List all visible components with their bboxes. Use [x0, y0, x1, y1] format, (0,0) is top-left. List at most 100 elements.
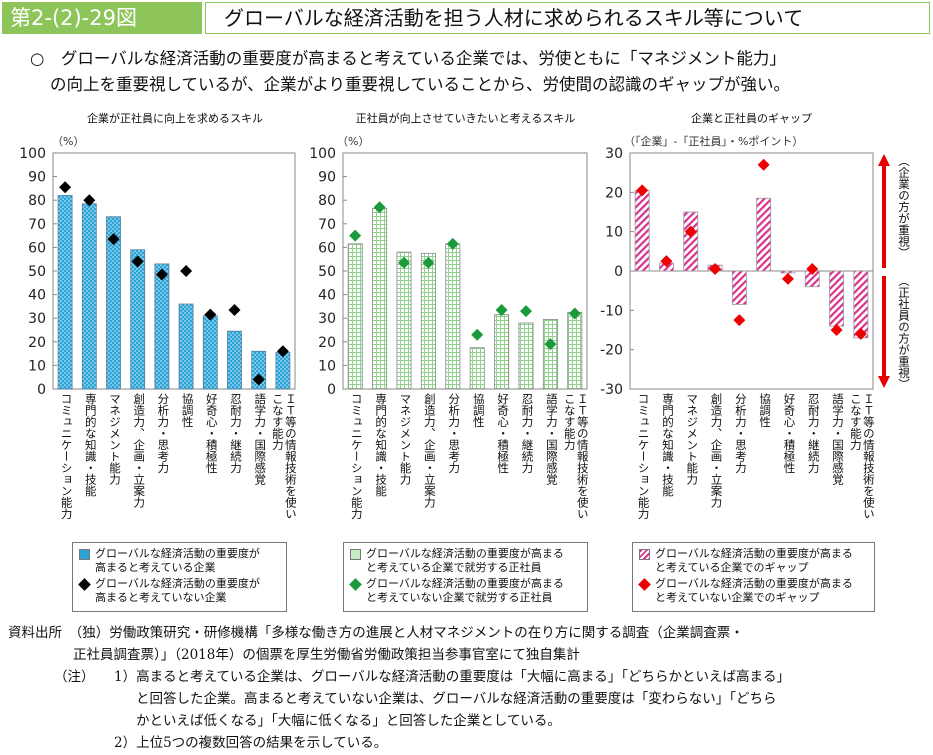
chart3-x-label: 好奇心・積極性 — [782, 393, 797, 474]
chart2-x-label: 創造力、企画・立案力 — [422, 393, 437, 508]
chart2-unit: （%） — [337, 135, 370, 148]
chart1-bar — [275, 352, 291, 390]
chart1-diamond-marker — [252, 373, 265, 386]
chart1-diamond-marker — [276, 345, 289, 358]
chart2-x-label: 好奇心・積極性 — [496, 393, 511, 474]
legend-item: グローバルな経済活動の重要度が高まる と考えている企業でのギャップ — [639, 547, 868, 575]
legend-swatch-blue-bar — [79, 549, 90, 560]
chart2-bar — [420, 252, 436, 390]
notes: （注） 1）高まると考えている企業は、グローバルな経済活動の重要度は「大幅に高ま… — [8, 666, 928, 754]
annotation-company-emphasis: （企業の方が重視） — [897, 155, 911, 259]
source-line-1: 資料出所 （独）労働政策研究・研修機構「多様な働き方の進展と人材マネジメントの在… — [8, 625, 744, 641]
chart1-x-label: 分析力・思考力 — [156, 393, 171, 474]
chart2-y-tick-label: 30 — [318, 311, 336, 327]
chart2-diamond-marker — [520, 305, 532, 318]
charts-canvas: 0102030405060708090100010203040506070809… — [19, 146, 890, 398]
chart2-diamond-marker — [373, 201, 386, 214]
chart2-y-tick-label: 0 — [327, 382, 336, 398]
chart3-diamond-marker — [636, 184, 649, 197]
chart1-diamond-marker — [59, 181, 72, 194]
chart1-bar — [154, 263, 170, 390]
chart2-bar — [469, 347, 485, 390]
chart1-y-tick-label: 50 — [28, 264, 46, 280]
chart1-diamond-marker — [180, 265, 193, 277]
chart2-x-label: 分析力・思考力 — [447, 393, 462, 474]
chart1-y-tick-label: 0 — [37, 382, 46, 398]
note-2: 2）上位5つの複数回答の結果を示している。 — [114, 735, 388, 751]
chart1-x-label: ＩＴ等の情報技術を使い こなす能力 — [270, 393, 298, 520]
chart2-bar — [372, 208, 388, 390]
chart1-y-tick-label: 10 — [28, 358, 46, 374]
chart3-diamond-marker — [854, 327, 867, 340]
legend-item: グローバルな経済活動の重要度が高まる と考えていない企業でのギャップ — [638, 577, 868, 605]
chart3-bar — [683, 211, 699, 272]
chart3-x-label: 創造力、企画・立案力 — [709, 393, 724, 508]
source-line-2: 正社員調査票）」（2018年）の個票を厚生労働省労働政策担当参事官室にて独自集計 — [73, 647, 580, 663]
legend-item: グローバルな経済活動の重要度が高まる と考えている企業で就労する正社員 — [350, 547, 581, 575]
chart3-bar — [756, 197, 772, 272]
legend-diamond-green — [349, 578, 362, 591]
chart1-bar — [130, 249, 146, 390]
chart3-y-tick-label: 30 — [605, 146, 623, 162]
chart3-bar — [829, 270, 844, 327]
legend-label: グローバルな経済活動の重要度が高まる と考えていない企業で就労する正社員 — [366, 577, 564, 604]
chart3-y-tick-label: -30 — [600, 382, 623, 398]
chart1-bar — [57, 195, 73, 390]
chart3-unit: （「企業」-「正社員」・%ポイント） — [624, 135, 804, 148]
chart1-x-label: 協調性 — [180, 393, 195, 428]
chart1-diamond-marker — [228, 303, 241, 316]
chart3-legend: グローバルな経済活動の重要度が高まる と考えている企業でのギャップ グローバルな経… — [632, 542, 875, 612]
chart1-diamond-marker — [83, 194, 96, 207]
legend-label: グローバルな経済活動の重要度が 高まると考えていない企業 — [95, 577, 260, 604]
chart2-legend: グローバルな経済活動の重要度が高まる と考えている企業で就労する正社員 グローバル… — [343, 542, 588, 612]
chart2-bar — [396, 251, 412, 390]
summary-line-1: ○ グローバルな経済活動の重要度が高まると考えている企業では、労使ともに「マネジ… — [30, 49, 786, 68]
chart1-y-tick-label: 100 — [19, 146, 46, 162]
legend-swatch-pink-bar — [639, 549, 650, 560]
chart2-x-label: マネジメント能力 — [398, 393, 413, 485]
chart2-bar — [542, 318, 558, 390]
note-1-line-b: と回答した企業。高まると考えていない企業は、グローバルな経済活動の重要度は「変わ… — [136, 691, 777, 707]
chart2-y-tick-label: 10 — [318, 358, 336, 374]
chart2-bar — [518, 322, 534, 390]
chart3-bar — [634, 189, 650, 272]
chart1-x-label: 創造力、企画・立案力 — [132, 393, 147, 508]
chart3-diamond-marker — [660, 255, 673, 268]
chart1-diamond-marker — [155, 268, 168, 281]
legend-item: グローバルな経済活動の重要度が高まる と考えていない企業で就労する正社員 — [349, 577, 581, 605]
note-1-line-c: かといえば低くなる」「大幅に低くなる」と回答した企業としている。 — [136, 713, 561, 729]
legend-label: グローバルな経済活動の重要度が高まる と考えていない企業でのギャップ — [655, 577, 853, 604]
chart1-y-tick-label: 40 — [28, 288, 46, 304]
legend-label: グローバルな経済活動の重要度が高まる と考えている企業で就労する正社員 — [366, 547, 564, 574]
chart3-diamond-marker — [733, 314, 746, 327]
chart2-bar — [567, 311, 583, 390]
chart2-y-tick-label: 90 — [318, 170, 336, 186]
chart3-bar — [731, 270, 747, 305]
source-notes: 資料出所 （独）労働政策研究・研修機構「多様な働き方の進展と人材マネジメントの在… — [8, 622, 928, 754]
summary: ○ グローバルな経済活動の重要度が高まると考えている企業では、労使ともに「マネジ… — [30, 46, 920, 98]
chart2-diamond-marker — [568, 307, 581, 320]
chart2-y-tick-label: 60 — [318, 240, 336, 256]
chart2-diamond-marker — [398, 256, 410, 269]
chart1-x-label: 好奇心・積極性 — [204, 393, 219, 474]
chart2-y-tick-label: 80 — [318, 193, 336, 209]
legend-diamond-red — [638, 578, 651, 591]
chart1-bar — [81, 203, 97, 390]
chart3-bar — [853, 270, 869, 339]
chart2-diamond-marker — [446, 237, 459, 250]
chart2-y-tick-label: 70 — [318, 217, 336, 233]
chart2-title: 正社員が向上させていきたいと考えるスキル — [355, 112, 576, 125]
chart3-diamond-marker — [781, 272, 794, 285]
chart1-y-tick-label: 80 — [28, 193, 46, 209]
chart3-bar — [780, 270, 796, 274]
chart1-diamond-marker — [131, 255, 144, 268]
figure-title: グローバルな経済活動を担う人材に求められるスキル等について — [205, 2, 930, 34]
legend-item: グローバルな経済活動の重要度が 高まると考えている企業 — [79, 547, 280, 575]
chart3-x-label: コミュニケーション能力 — [636, 393, 651, 520]
chart1-y-tick-label: 30 — [28, 311, 46, 327]
chart1-legend: グローバルな経済活動の重要度が 高まると考えている企業 グローバルな経済活動の重要… — [72, 542, 287, 612]
chart3-diamond-marker — [757, 158, 770, 171]
chart3-y-tick-label: -20 — [600, 343, 623, 359]
chart1-x-label: マネジメント能力 — [108, 393, 122, 485]
chart2-x-label: ＩＴ等の情報技術を使い こなす能力 — [562, 393, 590, 520]
